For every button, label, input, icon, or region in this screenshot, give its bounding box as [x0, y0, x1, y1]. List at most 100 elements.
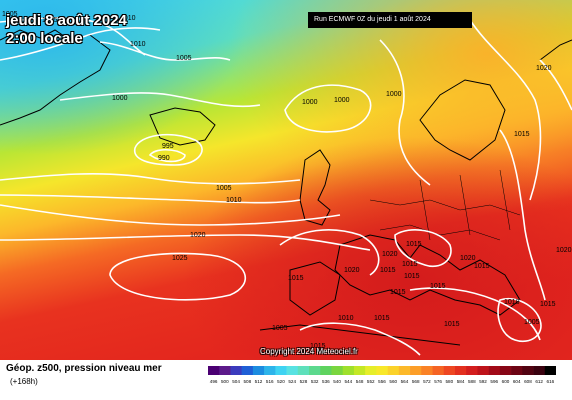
isobar-label: 1015	[406, 241, 422, 248]
isobar-label: 1005	[42, 17, 58, 24]
isobar-label: 1005	[2, 11, 18, 18]
model-run-label: Run ECMWF 0Z du jeudi 1 août 2024	[308, 12, 472, 28]
iberia-coast	[289, 261, 341, 316]
scale-swatch	[421, 366, 433, 375]
british-isles-coast	[299, 149, 331, 226]
scale-tick-label: 592	[479, 379, 487, 384]
scale-tick-label: 548	[356, 379, 364, 384]
isobar-label: 1015	[288, 275, 304, 282]
copyright-notice: Copyright 2024 Meteociel.fr	[260, 347, 358, 356]
legend-title: Géop. z500, pression niveau mer	[6, 363, 162, 374]
isobar-label: 990	[158, 155, 170, 162]
scandinavia-coast	[419, 79, 506, 161]
isobar-lines	[0, 17, 572, 356]
isobar-label: 1005	[272, 325, 288, 332]
scale-tick-label: 568	[412, 379, 420, 384]
russia-coast	[539, 39, 572, 61]
scale-tick-label: 588	[468, 379, 476, 384]
geopotential-map: 1005 1005 1010 1010 1005 1000 1000 1000 …	[0, 0, 572, 360]
scale-swatch	[320, 366, 332, 375]
iceland-coast	[149, 107, 216, 146]
scale-tick-label: 504	[232, 379, 240, 384]
scale-tick-label: 604	[513, 379, 521, 384]
scale-tick-label: 540	[333, 379, 341, 384]
scale-swatch	[252, 366, 265, 375]
scale-swatch	[353, 366, 366, 375]
scale-tick-label: 612	[535, 379, 543, 384]
scale-tick-label: 564	[401, 379, 409, 384]
isobar-label: 1015	[374, 315, 390, 322]
scale-swatch	[219, 366, 231, 375]
isobar-label: 1010	[130, 41, 146, 48]
scale-tick-label: 500	[221, 379, 229, 384]
forecast-time: 2:00 locale	[6, 30, 83, 47]
scale-swatch	[533, 366, 546, 375]
isobar-label: 1005	[216, 185, 232, 192]
isobar-label: 1005	[524, 319, 540, 326]
color-scale: 496 500 504 508 512 516 520 524 528 532 536 540 544 5…	[208, 366, 556, 384]
isobar-label: 1020	[536, 65, 552, 72]
scale-swatch	[297, 366, 310, 375]
scale-tick-label: 524	[288, 379, 296, 384]
scale-tick-label: 560	[389, 379, 397, 384]
scale-swatch	[544, 366, 556, 375]
scale-tick-label: 580	[446, 379, 454, 384]
scale-swatch	[309, 366, 321, 375]
hot-ridge-area	[0, 0, 572, 360]
isobar-label: 1015	[390, 289, 406, 296]
scale-swatch	[275, 366, 287, 375]
isobar-label: 1015	[474, 263, 490, 270]
scale-tick-label: 596	[490, 379, 498, 384]
scale-tick-label: 584	[457, 379, 465, 384]
scale-swatch	[208, 366, 220, 375]
isobar-label: 1010	[338, 315, 354, 322]
forecast-date: jeudi 8 août 2024	[6, 12, 127, 29]
scale-swatch	[522, 366, 534, 375]
isobar-label: 1010	[120, 15, 136, 22]
isobar-label: 1005	[176, 55, 192, 62]
isobar-label: 1025	[172, 255, 188, 262]
scale-tick-label: 512	[255, 379, 263, 384]
scale-swatch	[466, 366, 478, 375]
isobar-label: 1015	[430, 283, 446, 290]
scale-swatch	[398, 366, 411, 375]
isobar-label: 1010	[226, 197, 242, 204]
scale-tick-label: 572	[423, 379, 431, 384]
scale-swatch	[432, 366, 445, 375]
isobar-label: 1015	[310, 343, 326, 350]
scale-swatch	[241, 366, 254, 375]
scale-tick-label: 544	[344, 379, 352, 384]
isobar-label: 1015	[380, 267, 396, 274]
isobar-label: 1015	[444, 321, 460, 328]
scale-swatch	[230, 366, 242, 375]
scale-tick-label: 600	[502, 379, 510, 384]
isobar-label: 1015	[514, 131, 530, 138]
scale-tick-label: 520	[277, 379, 285, 384]
scale-tick-label: 496	[210, 379, 218, 384]
scale-swatch	[454, 366, 467, 375]
forecast-lead-time: (+168h)	[10, 377, 38, 386]
isobar-label: 1020	[460, 255, 476, 262]
scale-tick-label: 532	[311, 379, 319, 384]
isobar-label: 1000	[112, 95, 128, 102]
isobar-label: 1020	[190, 232, 206, 239]
scale-tick-label: 608	[524, 379, 532, 384]
scale-tick-label: 616	[547, 379, 555, 384]
isobar-label: 1020	[382, 251, 398, 258]
north-africa-coast	[259, 324, 461, 346]
isobar-label: 1015	[404, 273, 420, 280]
scale-swatch	[477, 366, 489, 375]
isobar-label: 1015	[402, 261, 418, 268]
scale-tick-label: 536	[322, 379, 330, 384]
scale-tick-label: 552	[367, 379, 375, 384]
isobar-label: 1010	[504, 299, 520, 306]
scale-tick-label: 528	[300, 379, 308, 384]
scale-swatch	[499, 366, 512, 375]
scale-swatch	[488, 366, 501, 375]
scale-swatch	[443, 366, 456, 375]
greenland-coast	[0, 29, 111, 126]
isobar-label: 1015	[540, 301, 556, 308]
scale-tick-label: 576	[434, 379, 442, 384]
scale-swatch	[410, 366, 422, 375]
scale-swatch	[264, 366, 276, 375]
